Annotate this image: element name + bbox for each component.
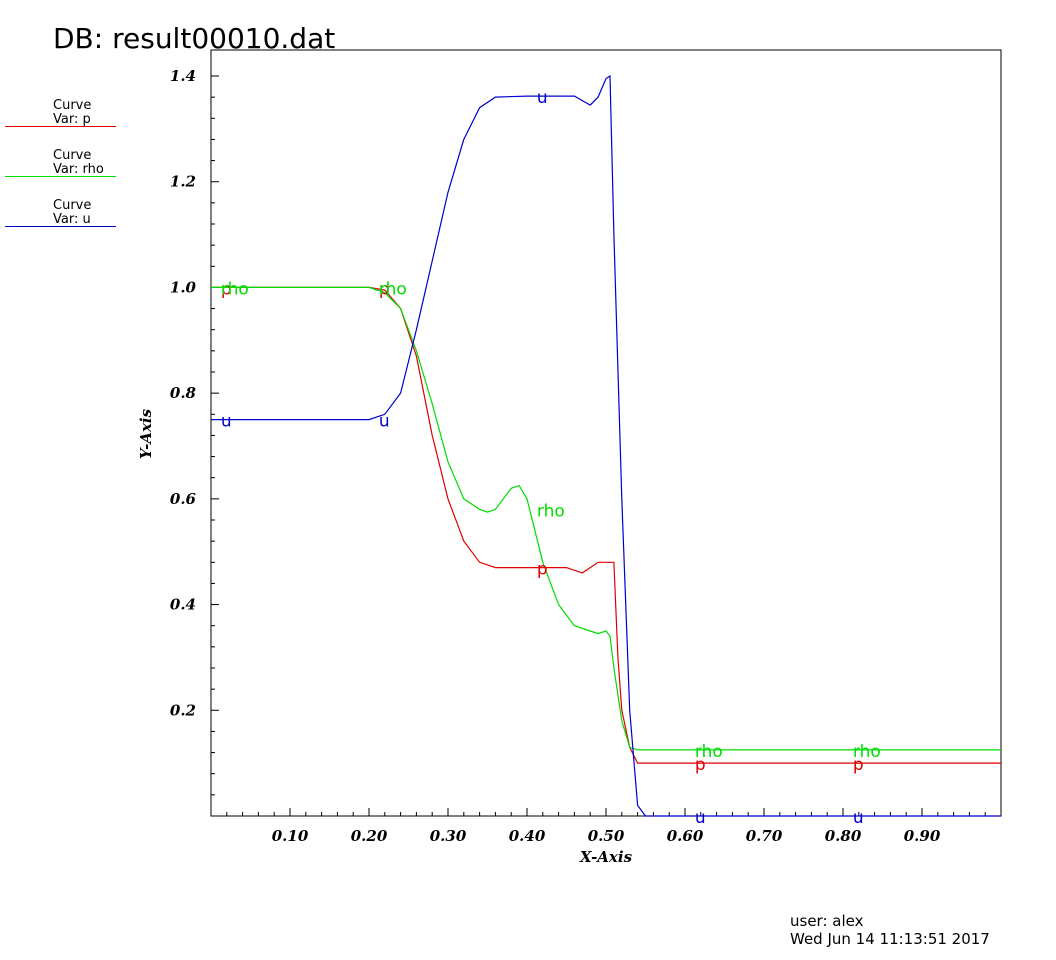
plot-frame: [210, 49, 1002, 817]
axis-ticks: 0.10 0.20 0.30 0.40 0.50 0.60 0.70 0.80 0.90 0.2 0…: [170, 67, 986, 845]
x-axis-title: X-Axis: [579, 848, 633, 866]
y-tick-label: 1.2: [170, 173, 196, 191]
curve-label-rho: rho: [537, 501, 565, 521]
legend-swatch: [5, 176, 116, 177]
x-tick-label: 0.20: [351, 827, 388, 845]
y-tick-label: 1.0: [170, 278, 197, 296]
x-tick-label: 0.40: [509, 827, 546, 845]
curve-label-u: u: [853, 808, 864, 828]
legend-label-line1: Curve: [53, 148, 92, 163]
x-tick-label: 0.60: [667, 827, 704, 845]
legend-entry-u: Curve Var: u: [0, 196, 130, 246]
curve-label-rho: rho: [379, 279, 407, 299]
y-tick-label: 0.8: [170, 384, 197, 402]
x-tick-label: 0.10: [272, 827, 309, 845]
curve-label-p: p: [221, 279, 232, 299]
legend-label-line1: Curve: [53, 198, 92, 213]
x-tick-label: 0.90: [904, 827, 941, 845]
curve-label-rho: rho: [853, 742, 881, 762]
legend-label-line1: Curve: [53, 98, 92, 113]
y-axis-title: Y-Axis: [137, 408, 155, 459]
legend-swatch: [5, 126, 116, 127]
y-tick-label: 0.6: [170, 490, 197, 508]
legend-swatch: [5, 226, 116, 227]
legend-label-line2: Var: rho: [53, 162, 104, 177]
x-tick-label: 0.50: [588, 827, 625, 845]
footer: user: alex Wed Jun 14 11:13:51 2017: [790, 912, 990, 948]
curves: [211, 74, 1001, 817]
legend-entry-p: Curve Var: p: [0, 96, 130, 146]
curve-label-rho: rho: [221, 279, 249, 299]
curve-label-p: p: [379, 279, 390, 299]
legend: Curve Var: p Curve Var: rho Curve Var: u: [0, 96, 130, 246]
curve-label-u: u: [379, 412, 390, 432]
curve-label-rho: rho: [695, 742, 723, 762]
curve-label-p: p: [853, 755, 864, 775]
series-line-u: [211, 74, 1001, 817]
legend-label-line2: Var: p: [53, 112, 91, 127]
x-tick-label: 0.70: [746, 827, 783, 845]
x-tick-label: 0.80: [825, 827, 862, 845]
footer-user: user: alex: [790, 912, 864, 930]
curve-label-u: u: [695, 808, 706, 828]
legend-label-line2: Var: u: [53, 212, 91, 227]
legend-entry-rho: Curve Var: rho: [0, 146, 130, 196]
y-tick-label: 0.2: [170, 701, 196, 719]
curve-label-u: u: [537, 88, 548, 108]
footer-date: Wed Jun 14 11:13:51 2017: [790, 930, 990, 948]
series-line-rho: [211, 286, 1001, 751]
y-tick-label: 0.4: [170, 596, 196, 614]
series-line-p: [211, 286, 1001, 764]
curve-label-p: p: [537, 560, 548, 580]
curve-label-u: u: [221, 412, 232, 432]
curve-label-p: p: [695, 755, 706, 775]
y-tick-label: 1.4: [170, 67, 196, 85]
x-tick-label: 0.30: [430, 827, 467, 845]
